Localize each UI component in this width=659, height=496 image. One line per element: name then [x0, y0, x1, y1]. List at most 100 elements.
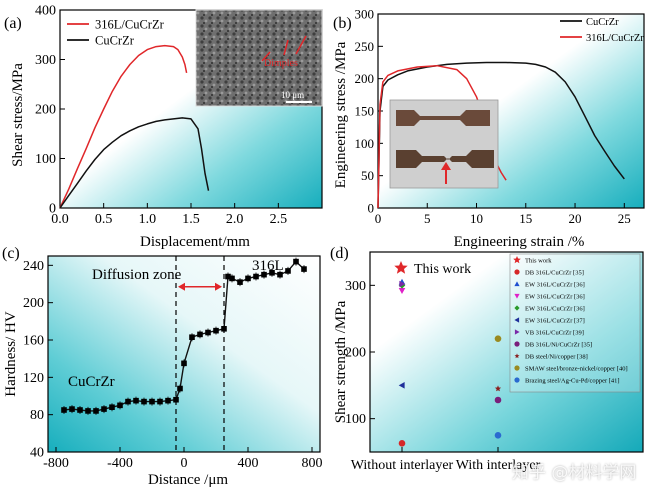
- x-tick-label: 0.0: [51, 212, 69, 227]
- legend-label: VB 316L/CuCrZr [39]: [525, 329, 584, 336]
- hardness-point: [61, 407, 67, 413]
- legend-marker: [514, 317, 520, 323]
- panel-c: 40 80 120 160 200 240 -800 -400 0 400 800 Distance …: [2, 245, 323, 488]
- legend-label: DB steel/Ni/copper [38]: [525, 353, 588, 360]
- legend-marker: [514, 281, 520, 287]
- x-tick-label: 5: [424, 211, 431, 226]
- legend-marker: [514, 305, 520, 311]
- y-tick-label: 240: [23, 259, 44, 274]
- hardness-point: [109, 404, 115, 410]
- hardness-point: [285, 268, 291, 274]
- legend-label: CuCrZr: [95, 34, 135, 48]
- y-tick-label: 200: [23, 296, 44, 311]
- scale-label: 10 μm: [281, 90, 304, 100]
- specimen-intact: [396, 110, 490, 126]
- hardness-point: [189, 334, 195, 340]
- watermark: 知乎 @材料学网: [512, 463, 637, 483]
- y-tick-label: 40: [30, 446, 44, 461]
- x-tick-label: 2.0: [226, 212, 244, 227]
- hardness-point: [93, 408, 99, 414]
- hardness-point: [85, 408, 91, 414]
- legend-marker: [514, 329, 520, 335]
- legend-label: EW 316L/CuCrZr [37]: [525, 317, 585, 324]
- y-tick-label: 300: [355, 7, 375, 22]
- legend-box: [509, 253, 641, 393]
- legend-label: DB 316L/CuCrZr [35]: [525, 269, 584, 276]
- y-tick-label: 200: [345, 346, 366, 361]
- x-tick-label: 2.5: [270, 212, 288, 227]
- hardness-point: [177, 385, 183, 392]
- x-tick-label: 400: [238, 456, 259, 471]
- hardness-point: [77, 407, 83, 413]
- annotation-cucrzr: CuCrZr: [68, 374, 115, 390]
- y-tick-label: 120: [23, 371, 44, 386]
- inset-annotation: Dimples: [264, 58, 298, 69]
- y-axis-label: Shear strength /MPa: [333, 300, 349, 423]
- hardness-point: [117, 402, 123, 409]
- x-tick-label: 1.0: [139, 212, 157, 227]
- legend-label: SMAW steel/bronze-nickel/copper [40]: [525, 365, 628, 372]
- x-tick-label: 0.5: [95, 212, 113, 227]
- y-tick-label: 160: [23, 334, 44, 349]
- data-point: [494, 335, 502, 342]
- legend-label: EW 316L/CuCrZr [36]: [525, 293, 585, 300]
- series-line-316l-cucrzr: [59, 44, 188, 209]
- legend-marker-this-work: [513, 256, 521, 264]
- x-axis-label: Distance /μm: [148, 472, 228, 488]
- hardness-point: [197, 331, 203, 338]
- y-tick-label: 100: [355, 136, 375, 151]
- sem-inset-image: [195, 9, 323, 107]
- category-label: Without interlayer: [351, 458, 454, 473]
- diffusion-arrowhead-left: [178, 282, 185, 291]
- plot-area: [369, 251, 644, 453]
- data-point: [398, 288, 406, 294]
- hardness-point: [141, 398, 147, 405]
- hardness-point: [173, 396, 179, 403]
- y-tick-label: 250: [355, 39, 375, 54]
- panel-label: (b): [333, 15, 352, 32]
- y-tick-label: 50: [361, 168, 374, 183]
- y-tick-label: 100: [35, 152, 56, 167]
- hardness-point: [301, 266, 307, 272]
- x-tick-label: 25: [618, 211, 631, 226]
- legend-label: 316L/CuCrZr: [95, 18, 165, 32]
- hardness-point: [221, 326, 227, 332]
- y-axis-label: Hardness/ HV: [3, 311, 19, 397]
- y-tick-label: 0: [49, 202, 56, 217]
- panel-b: 0 50 100 150 200 250 300 0 5 10 15 20 25 Engineering …: [333, 7, 645, 250]
- hardness-point: [253, 273, 259, 280]
- legend-label: EW 316L/CuCrZr [36]: [525, 305, 585, 312]
- hardness-point: [213, 327, 219, 334]
- inset-arrow: [295, 35, 307, 55]
- y-tick-label: 0: [368, 201, 375, 216]
- hardness-point: [269, 270, 275, 276]
- legend-marker: [514, 377, 520, 383]
- legend-marker: [514, 293, 520, 299]
- hardness-point: [293, 258, 299, 265]
- x-tick-label: 20: [569, 211, 582, 226]
- hardness-point: [277, 271, 283, 278]
- data-point: [494, 385, 502, 392]
- inset-arrow: [261, 51, 271, 62]
- panel-a: 0 100 200 300 400 0.0 0.5 1.0 1.5 2.0 2.5 Displacem…: [4, 4, 323, 250]
- inset-arrow: [283, 39, 289, 56]
- x-tick-label: 0: [181, 456, 188, 471]
- data-point: [494, 396, 502, 404]
- x-tick-label: -800: [43, 456, 69, 471]
- y-tick-label: 80: [30, 408, 44, 423]
- fracture-arrowhead: [441, 162, 451, 170]
- hardness-point: [181, 360, 187, 367]
- y-tick-label: 300: [345, 279, 366, 294]
- hardness-point: [165, 397, 171, 404]
- y-tick-label: 400: [35, 4, 56, 19]
- legend-label: EW 316L/CuCrZr [36]: [525, 281, 585, 288]
- y-tick-label: 100: [345, 412, 366, 427]
- hardness-point: [101, 406, 107, 412]
- y-tick-label: 150: [355, 104, 375, 119]
- y-axis-label: Engineering stress /MPa: [333, 41, 349, 188]
- x-axis-label: Displacement/mm: [140, 234, 250, 250]
- x-tick-label: 10: [470, 211, 483, 226]
- diffusion-arrowhead-right: [215, 282, 222, 291]
- panel-label: (d): [330, 245, 349, 262]
- data-point: [398, 440, 406, 447]
